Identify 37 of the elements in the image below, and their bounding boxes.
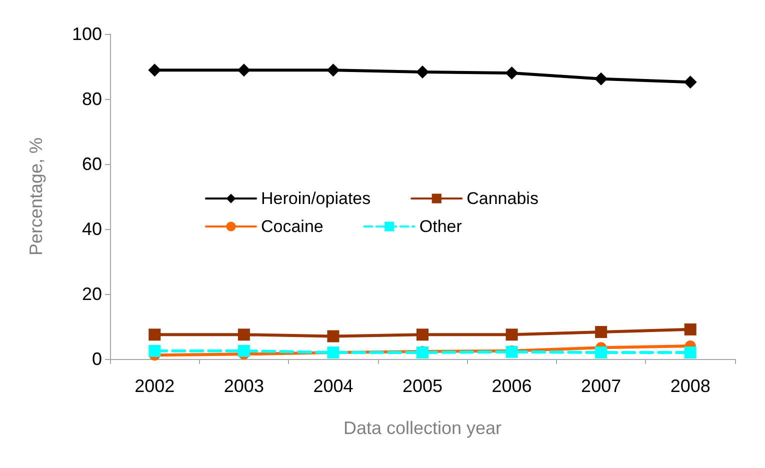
y-tick-label: 40 (82, 219, 102, 239)
y-tick-label: 20 (82, 284, 102, 304)
point (416, 328, 428, 341)
point (148, 344, 161, 357)
y-tick-label: 60 (82, 154, 102, 174)
x-tick-label: 2002 (134, 376, 175, 396)
point (148, 64, 162, 77)
point (505, 66, 518, 80)
y-axis-title: Percentage, % (26, 137, 46, 256)
legend-label: Cannabis (466, 189, 538, 208)
point (595, 346, 608, 358)
point (506, 328, 518, 341)
x-axis-title: Data collection year (343, 418, 502, 438)
y-tick-label: 0 (92, 349, 102, 369)
point (416, 66, 429, 79)
point (594, 72, 608, 86)
x-tick-label: 2005 (402, 376, 443, 396)
x-tick-label: 2003 (224, 376, 264, 396)
point (237, 64, 250, 77)
y-tick-label: 100 (72, 24, 102, 44)
point (326, 64, 340, 77)
x-tick-label: 2004 (313, 376, 354, 396)
point (238, 328, 250, 341)
point (684, 76, 697, 89)
point (148, 328, 161, 341)
point (595, 326, 608, 338)
x-tick-label: 2008 (670, 376, 710, 396)
point (327, 330, 340, 342)
point (238, 344, 250, 357)
point (684, 346, 696, 358)
y-tick-label: 80 (82, 89, 102, 109)
legend-label: Other (419, 217, 462, 236)
legend-label: Cocaine (261, 217, 324, 236)
x-tick-label: 2006 (492, 376, 532, 396)
x-tick-label: 2007 (581, 376, 622, 396)
legend-label: Heroin/opiates (261, 189, 371, 208)
point (684, 323, 696, 336)
